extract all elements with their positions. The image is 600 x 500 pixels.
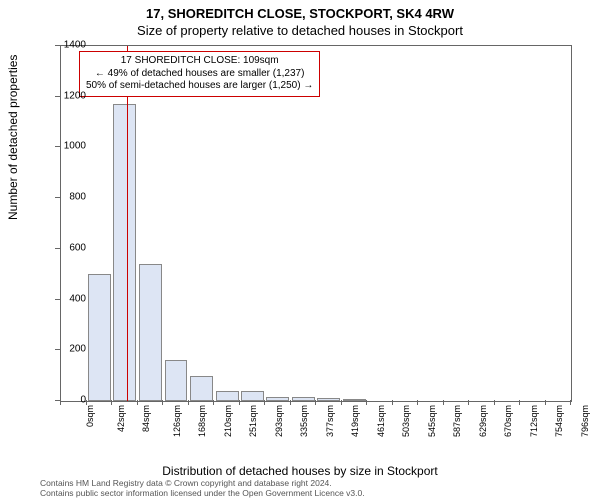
histogram-bar xyxy=(292,397,315,401)
plot-area: 17 SHOREDITCH CLOSE: 109sqm← 49% of deta… xyxy=(60,45,572,402)
x-tick-label: 84sqm xyxy=(141,405,151,432)
x-tick-label: 796sqm xyxy=(580,405,590,437)
footer-line-2: Contains public sector information licen… xyxy=(40,488,365,498)
histogram-bar xyxy=(113,104,136,401)
y-tick-label: 600 xyxy=(46,242,86,253)
x-tick-label: 587sqm xyxy=(452,405,462,437)
y-tick-label: 1200 xyxy=(46,90,86,101)
x-tick-label: 42sqm xyxy=(116,405,126,432)
histogram-bar xyxy=(241,391,264,401)
histogram-bar xyxy=(216,391,239,401)
histogram-bar xyxy=(317,398,340,401)
histogram-bar xyxy=(343,399,366,401)
chart-container: 17, SHOREDITCH CLOSE, STOCKPORT, SK4 4RW… xyxy=(0,0,600,500)
y-tick-label: 1000 xyxy=(46,141,86,152)
annotation-line: ← 49% of detached houses are smaller (1,… xyxy=(86,68,313,81)
y-tick-label: 1400 xyxy=(46,40,86,51)
x-tick-label: 377sqm xyxy=(325,405,335,437)
y-tick-label: 200 xyxy=(46,344,86,355)
histogram-bar xyxy=(165,360,188,401)
title-main: 17, SHOREDITCH CLOSE, STOCKPORT, SK4 4RW xyxy=(0,0,600,21)
x-tick-label: 419sqm xyxy=(350,405,360,437)
histogram-bar xyxy=(190,376,213,401)
x-tick-label: 503sqm xyxy=(401,405,411,437)
reference-line xyxy=(127,46,128,401)
x-tick-label: 293sqm xyxy=(274,405,284,437)
histogram-bar xyxy=(139,264,162,401)
title-sub: Size of property relative to detached ho… xyxy=(0,21,600,38)
x-tick-label: 545sqm xyxy=(427,405,437,437)
x-tick-label: 168sqm xyxy=(197,405,207,437)
y-tick-label: 800 xyxy=(46,192,86,203)
x-tick-label: 251sqm xyxy=(248,405,258,437)
y-tick-label: 400 xyxy=(46,293,86,304)
histogram-bar xyxy=(266,397,289,401)
footer-attribution: Contains HM Land Registry data © Crown c… xyxy=(0,479,600,498)
x-tick-label: 210sqm xyxy=(223,405,233,437)
x-tick-label: 754sqm xyxy=(554,405,564,437)
histogram-bar xyxy=(88,274,111,401)
x-axis-label: Distribution of detached houses by size … xyxy=(0,464,600,478)
annotation-box: 17 SHOREDITCH CLOSE: 109sqm← 49% of deta… xyxy=(79,51,320,97)
annotation-line: 50% of semi-detached houses are larger (… xyxy=(86,80,313,93)
x-tick-label: 712sqm xyxy=(529,405,539,437)
x-tick-label: 126sqm xyxy=(172,405,182,437)
x-tick-label: 670sqm xyxy=(503,405,513,437)
x-tick-label: 461sqm xyxy=(376,405,386,437)
x-tick-label: 0sqm xyxy=(85,405,95,427)
annotation-line: 17 SHOREDITCH CLOSE: 109sqm xyxy=(86,55,313,68)
x-tick-label: 629sqm xyxy=(478,405,488,437)
y-tick-label: 0 xyxy=(46,395,86,406)
y-axis-label: Number of detached properties xyxy=(6,55,20,220)
x-tick-label: 335sqm xyxy=(299,405,309,437)
